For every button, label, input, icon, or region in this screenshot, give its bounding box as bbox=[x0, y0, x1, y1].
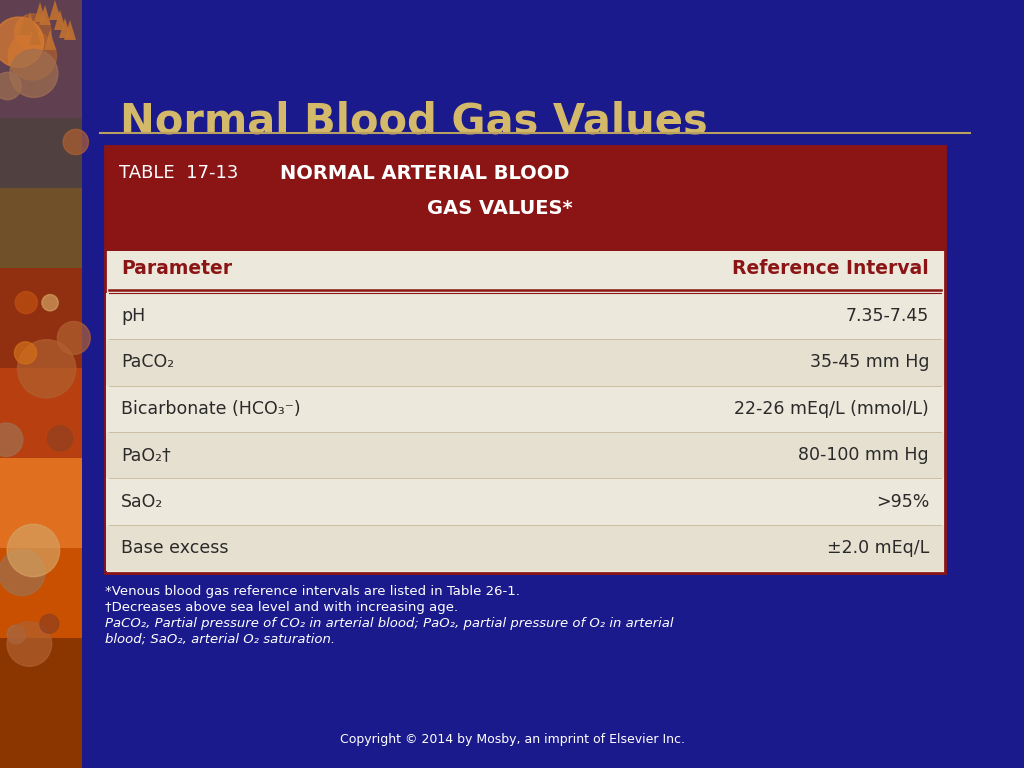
Circle shape bbox=[14, 342, 37, 364]
Circle shape bbox=[47, 426, 73, 451]
Bar bbox=[0, 0, 82, 118]
Text: blood; SaO₂, arterial O₂ saturation.: blood; SaO₂, arterial O₂ saturation. bbox=[105, 633, 335, 646]
Text: B: B bbox=[331, 280, 469, 456]
Text: TABLE  17-13: TABLE 17-13 bbox=[119, 164, 239, 182]
Text: Normal Blood Gas Values: Normal Blood Gas Values bbox=[120, 100, 708, 142]
Text: 22-26 mEq/L (mmol/L): 22-26 mEq/L (mmol/L) bbox=[734, 400, 929, 418]
Circle shape bbox=[14, 14, 51, 51]
Circle shape bbox=[7, 525, 59, 577]
Bar bbox=[105, 146, 945, 251]
Text: Base excess: Base excess bbox=[121, 539, 228, 557]
Text: Parameter: Parameter bbox=[121, 259, 232, 278]
Circle shape bbox=[42, 295, 58, 311]
Bar bbox=[0, 268, 82, 368]
Text: 80-100 mm Hg: 80-100 mm Hg bbox=[799, 446, 929, 464]
Text: PaO₂†: PaO₂† bbox=[121, 446, 171, 464]
Text: *Venous blood gas reference intervals are listed in Table 26-1.: *Venous blood gas reference intervals ar… bbox=[105, 585, 520, 598]
Bar bbox=[106, 432, 944, 478]
Text: pH: pH bbox=[121, 307, 145, 325]
Circle shape bbox=[0, 423, 23, 456]
Bar bbox=[0, 458, 82, 548]
Bar bbox=[0, 548, 82, 638]
Bar bbox=[106, 386, 944, 432]
Circle shape bbox=[10, 49, 57, 98]
Bar bbox=[0, 118, 82, 188]
Text: PaCO₂, Partial pressure of CO₂ in arterial blood; PaO₂, partial pressure of O₂ i: PaCO₂, Partial pressure of CO₂ in arteri… bbox=[105, 617, 674, 630]
Bar bbox=[0, 638, 82, 768]
Bar bbox=[105, 146, 945, 573]
Polygon shape bbox=[49, 0, 61, 20]
Polygon shape bbox=[34, 2, 46, 22]
Polygon shape bbox=[44, 30, 56, 50]
Bar bbox=[106, 478, 944, 525]
Text: SaO₂: SaO₂ bbox=[121, 492, 163, 511]
Text: ±2.0 mEq/L: ±2.0 mEq/L bbox=[826, 539, 929, 557]
Text: Bicarbonate (HCO₃⁻): Bicarbonate (HCO₃⁻) bbox=[121, 400, 301, 418]
Circle shape bbox=[0, 17, 44, 67]
Text: PaCO₂: PaCO₂ bbox=[121, 353, 174, 372]
Text: †Decreases above sea level and with increasing age.: †Decreases above sea level and with incr… bbox=[105, 601, 458, 614]
Polygon shape bbox=[39, 5, 51, 25]
Polygon shape bbox=[59, 18, 71, 38]
Text: A: A bbox=[130, 280, 270, 456]
Circle shape bbox=[15, 292, 37, 313]
Circle shape bbox=[63, 129, 88, 154]
Bar bbox=[106, 525, 944, 571]
Circle shape bbox=[0, 72, 22, 100]
Bar bbox=[106, 339, 944, 386]
Polygon shape bbox=[29, 25, 41, 45]
Circle shape bbox=[7, 625, 26, 644]
Circle shape bbox=[40, 614, 58, 634]
Circle shape bbox=[7, 621, 51, 667]
Text: NORMAL ARTERIAL BLOOD: NORMAL ARTERIAL BLOOD bbox=[280, 164, 569, 183]
Text: 35-45 mm Hg: 35-45 mm Hg bbox=[810, 353, 929, 372]
Circle shape bbox=[17, 339, 76, 398]
Bar bbox=[106, 293, 944, 339]
Polygon shape bbox=[24, 12, 36, 32]
Text: >95%: >95% bbox=[876, 492, 929, 511]
Text: Copyright © 2014 by Mosby, an imprint of Elsevier Inc.: Copyright © 2014 by Mosby, an imprint of… bbox=[340, 733, 684, 746]
Text: Reference Interval: Reference Interval bbox=[732, 259, 929, 278]
Polygon shape bbox=[19, 15, 31, 35]
Text: A: A bbox=[751, 280, 890, 456]
Polygon shape bbox=[54, 10, 66, 30]
Circle shape bbox=[0, 549, 45, 595]
Circle shape bbox=[57, 322, 90, 354]
Circle shape bbox=[8, 31, 56, 80]
Bar bbox=[0, 368, 82, 458]
Bar bbox=[0, 188, 82, 268]
Text: G: G bbox=[546, 280, 694, 456]
Text: 7.35-7.45: 7.35-7.45 bbox=[846, 307, 929, 325]
Text: GAS VALUES*: GAS VALUES* bbox=[427, 199, 572, 218]
Polygon shape bbox=[63, 20, 76, 40]
